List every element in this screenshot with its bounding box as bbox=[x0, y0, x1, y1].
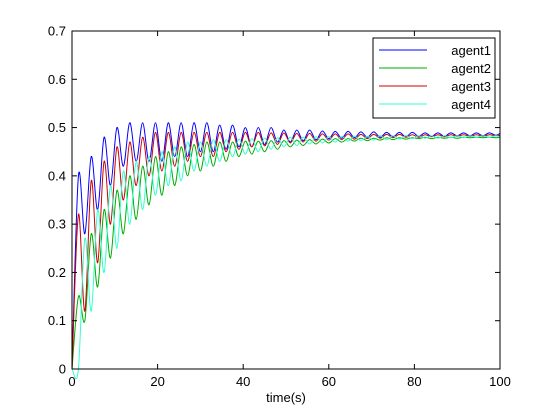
x-tick-label: 60 bbox=[322, 374, 336, 389]
x-tick-label: 40 bbox=[236, 374, 250, 389]
legend-label-agent3: agent3 bbox=[451, 79, 491, 94]
y-tick-label: 0.1 bbox=[48, 313, 66, 328]
x-tick-label: 20 bbox=[150, 374, 164, 389]
tick-layer: 0 20 40 60 80 100 0 0.1 0.2 0.3 0.4 0.5 0.6 0.7 bbox=[48, 24, 511, 390]
y-tick-label: 0.6 bbox=[48, 72, 66, 87]
series-line-agent3 bbox=[71, 131, 501, 370]
x-tick-label: 80 bbox=[407, 374, 421, 389]
series-line-agent1 bbox=[71, 122, 501, 370]
y-tick-label: 0.5 bbox=[48, 120, 66, 135]
y-tick-label: 0.7 bbox=[48, 24, 66, 39]
legend-label-agent2: agent2 bbox=[451, 61, 491, 76]
y-tick-label: 0.4 bbox=[48, 168, 66, 183]
legend-label-agent1: agent1 bbox=[451, 43, 491, 58]
x-tick-label: 100 bbox=[489, 374, 511, 389]
x-tick-label: 0 bbox=[68, 374, 75, 389]
legend-label-agent4: agent4 bbox=[451, 97, 491, 112]
legend-box bbox=[372, 37, 496, 119]
x-axis-label: time(s) bbox=[266, 390, 306, 405]
plot-frame bbox=[71, 30, 501, 370]
legend: agent1 agent2 agent3 agent4 bbox=[372, 37, 496, 119]
y-tick-label: 0 bbox=[59, 362, 66, 377]
series-line-agent2 bbox=[71, 136, 501, 370]
y-tick-label: 0.2 bbox=[48, 265, 66, 280]
y-tick-label: 0.3 bbox=[48, 217, 66, 232]
series-layer bbox=[71, 122, 501, 380]
series-line-agent4 bbox=[71, 135, 501, 380]
